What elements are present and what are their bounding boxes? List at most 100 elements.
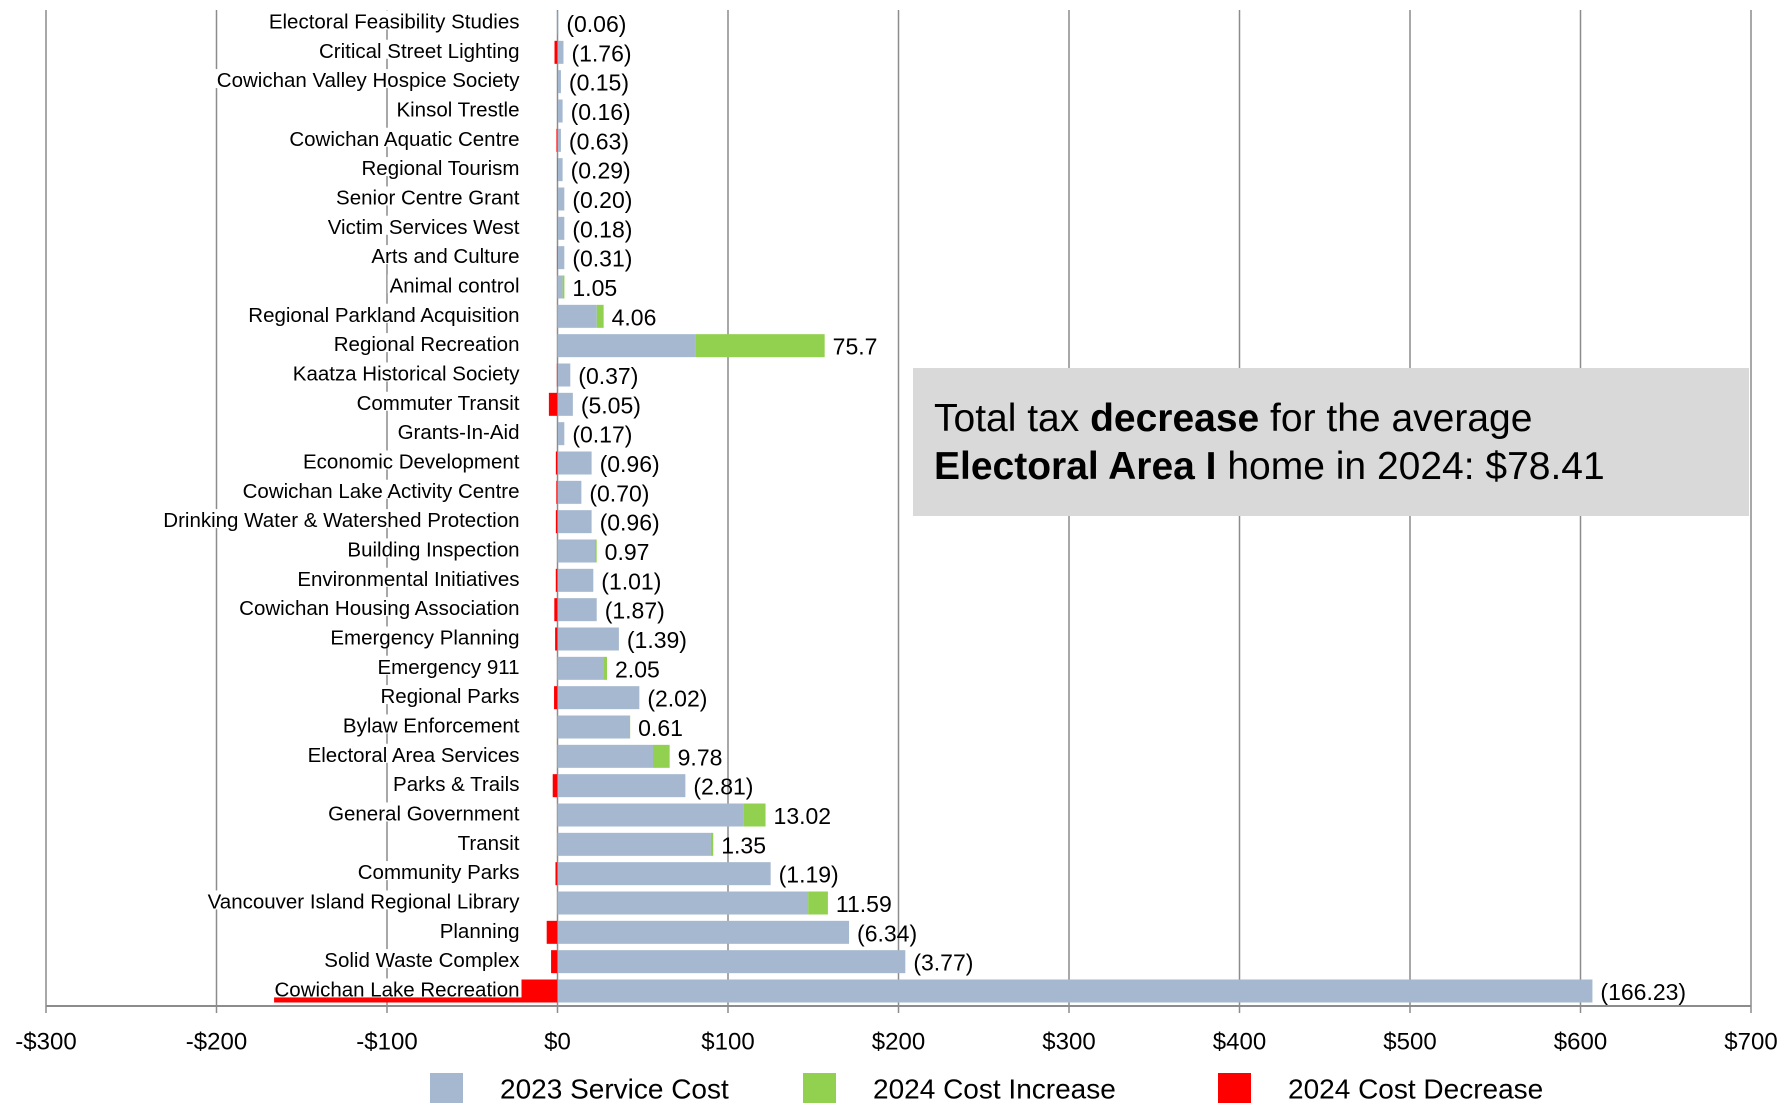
label-backing [328, 626, 522, 646]
bar-segment [557, 598, 597, 622]
bar-segment [557, 862, 771, 886]
data-label: (5.05) [581, 392, 641, 418]
bar-segment [557, 832, 711, 856]
bar-segment [556, 480, 558, 504]
y-tick-label: Senior Centre Grant [336, 186, 520, 209]
annotation-text: Electoral Area I home in 2024: $78.41 [934, 445, 1605, 488]
bar-segment [557, 40, 564, 64]
y-tick-label: Planning [440, 920, 520, 943]
data-label: 4.06 [612, 304, 657, 330]
bar-segment [557, 891, 809, 915]
data-label: (166.23) [1600, 979, 1686, 1005]
bar-segment [557, 480, 582, 504]
y-tick-label: Emergency 911 [377, 656, 519, 679]
data-label: 1.05 [572, 275, 617, 301]
x-tick-label: $500 [1383, 1028, 1436, 1055]
bar-segment [557, 803, 744, 827]
y-tick-label: Critical Street Lighting [319, 40, 520, 63]
x-tick-label: -$200 [186, 1028, 247, 1055]
label-backing [301, 450, 522, 470]
bar-segment [557, 627, 619, 651]
bar-segment [555, 510, 558, 534]
data-label: 2.05 [615, 656, 660, 682]
label-backing [316, 39, 522, 59]
data-label: (0.37) [578, 363, 638, 389]
y-tick-label: Cowichan Housing Association [239, 597, 519, 620]
label-backing [240, 479, 522, 499]
x-tick-label: $200 [872, 1028, 925, 1055]
label-backing [214, 69, 523, 89]
bar-segment [555, 627, 558, 651]
label-backing [345, 538, 522, 558]
label-backing [395, 421, 522, 441]
bar-segment [555, 862, 558, 886]
x-tick-label: -$300 [15, 1028, 76, 1055]
label-backing [387, 274, 522, 294]
y-tick-label: Victim Services West [328, 216, 520, 239]
label-backing [391, 773, 522, 793]
bar-segment [557, 920, 850, 944]
label-backing [394, 98, 522, 118]
label-backing [355, 861, 522, 881]
annotation-part: for the average [1259, 397, 1532, 440]
bar-segment [552, 774, 558, 798]
legend-label: 2024 Cost Decrease [1288, 1073, 1543, 1103]
data-label: 1.35 [721, 832, 766, 858]
label-backing [334, 186, 522, 206]
bar-segment [629, 715, 631, 739]
data-label: (0.96) [600, 451, 660, 477]
label-backing [354, 391, 522, 411]
x-tick-label: $300 [1042, 1028, 1095, 1055]
bar-segment [556, 128, 558, 152]
bar-segment [557, 246, 565, 270]
y-tick-label: Electoral Area Services [308, 744, 520, 767]
data-label: (0.96) [600, 510, 660, 536]
label-backing [378, 685, 522, 705]
y-tick-label: Cowichan Aquatic Centre [289, 128, 519, 151]
data-label: (3.77) [913, 950, 973, 976]
y-tick-label: Emergency Planning [330, 626, 519, 649]
bar-segment [557, 744, 653, 768]
data-label: (2.02) [647, 686, 707, 712]
bar-segment [557, 422, 565, 446]
label-backing [305, 743, 522, 763]
data-label: (0.17) [572, 422, 632, 448]
data-label: (2.81) [693, 774, 753, 800]
data-label: (1.76) [571, 40, 631, 66]
y-tick-label: Drinking Water & Watershed Protection [163, 509, 519, 532]
y-tick-label: Cowichan Valley Hospice Society [217, 69, 520, 92]
label-backing [266, 10, 522, 30]
data-label: (0.63) [569, 128, 629, 154]
bar-segment [557, 686, 640, 710]
bar-segment [557, 510, 592, 534]
bar-segment [557, 774, 686, 798]
data-label: (0.16) [571, 99, 631, 125]
y-tick-label: Cowichan Lake Recreation [275, 978, 520, 1001]
bar-segment [557, 539, 596, 563]
label-backing [322, 949, 523, 969]
label-backing [340, 714, 522, 734]
bar-segment [546, 920, 558, 944]
label-backing [246, 303, 522, 323]
y-tick-label: Regional Parkland Acquisition [248, 304, 519, 327]
y-tick-label: Grants-In-Aid [398, 421, 520, 444]
bar-segment [557, 392, 573, 416]
label-backing [325, 215, 522, 235]
label-backing [205, 890, 523, 910]
data-label: (0.18) [572, 216, 632, 242]
bar-segment [557, 70, 561, 94]
bar-segment [556, 363, 558, 387]
bar-segment [557, 568, 594, 592]
label-backing [237, 597, 522, 617]
y-tick-label: Kaatza Historical Society [293, 362, 520, 385]
bar-segment [695, 334, 825, 358]
data-label: (1.87) [605, 598, 665, 624]
bar-segment [557, 979, 1593, 1003]
bar-segment [557, 334, 696, 358]
x-tick-label: $600 [1554, 1028, 1607, 1055]
bar-segment [557, 304, 597, 328]
data-label: (1.01) [601, 568, 661, 594]
bar-segment [557, 187, 565, 211]
category-labels: Electoral Feasibility Studies Critical St… [161, 10, 523, 1001]
